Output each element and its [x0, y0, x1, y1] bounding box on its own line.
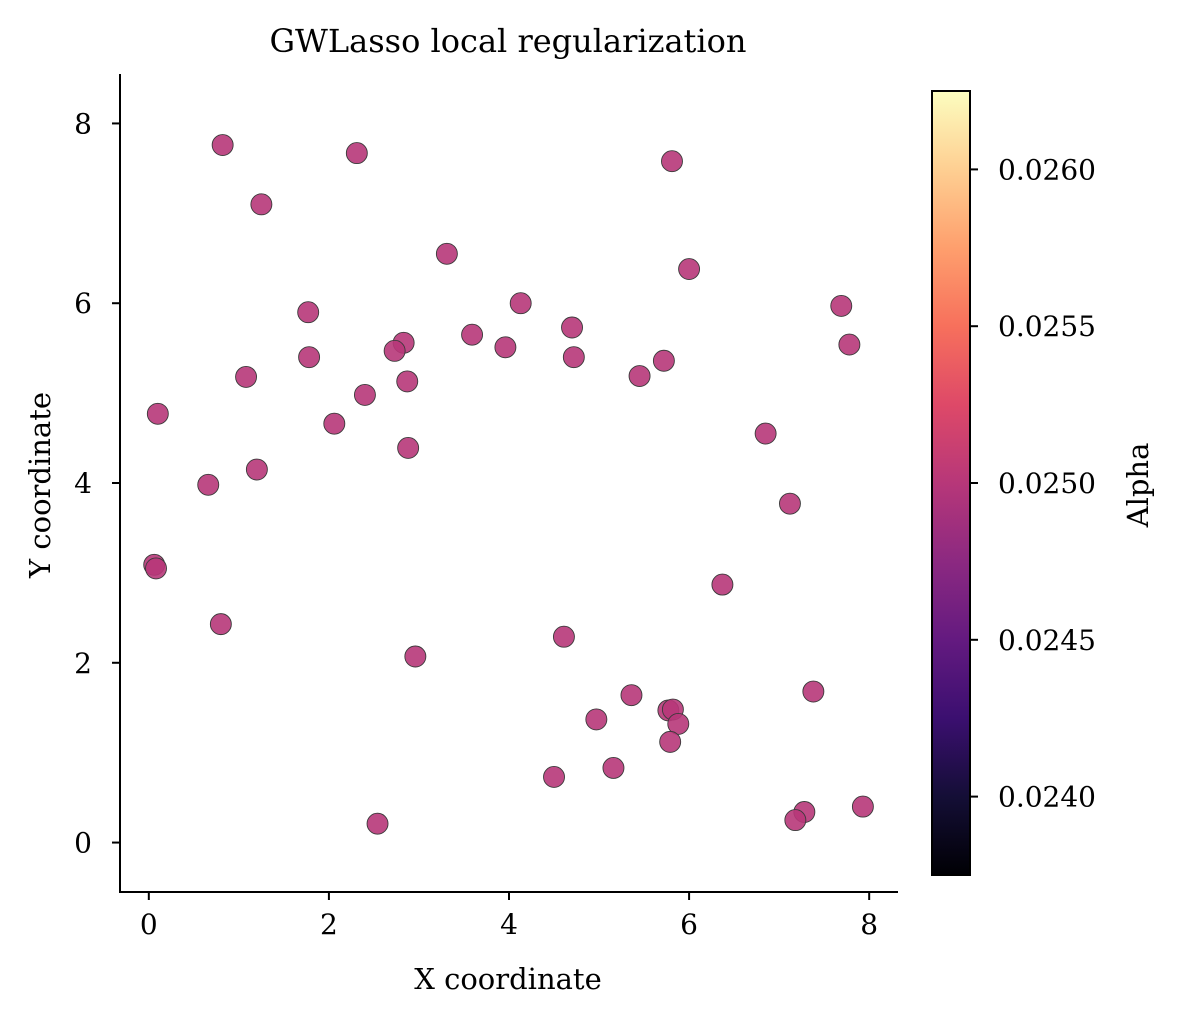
- y-axis-label: Y coordinate: [23, 392, 57, 579]
- data-point: [711, 573, 734, 596]
- data-point: [620, 684, 643, 707]
- data-point: [659, 730, 682, 753]
- colorbar-ticks: 0.0240 0.0245 0.0250 0.0255 0.0260: [970, 153, 1096, 814]
- data-point: [197, 473, 220, 496]
- data-point: [661, 150, 683, 173]
- colorbar: 0.0240 0.0245 0.0250 0.0255 0.0260 Alpha: [931, 90, 1155, 876]
- x-axis-label: X coordinate: [414, 962, 602, 996]
- data-point: [667, 712, 690, 735]
- y-tick-label: 6: [74, 287, 92, 320]
- data-point: [851, 795, 874, 818]
- data-point: [396, 370, 419, 393]
- colorbar-tick-label: 0.0240: [998, 781, 1096, 814]
- data-point: [562, 346, 585, 369]
- y-axis-ticks: 0 2 4 6 8: [74, 107, 120, 860]
- data-point: [602, 757, 625, 779]
- data-point: [802, 680, 825, 703]
- data-point: [830, 294, 853, 317]
- y-tick-label: 2: [74, 647, 92, 680]
- data-point: [494, 336, 517, 359]
- data-point: [585, 708, 608, 731]
- data-point: [145, 557, 167, 580]
- data-point: [345, 142, 368, 165]
- colorbar-tick-label: 0.0255: [998, 310, 1096, 343]
- x-tick-label: 4: [500, 908, 518, 941]
- data-point: [838, 333, 861, 356]
- x-tick-label: 0: [140, 908, 158, 941]
- data-point: [652, 349, 675, 372]
- data-point: [298, 346, 321, 369]
- plot-area: 0 2 4 6 8 0 2 4 6 8: [74, 74, 898, 941]
- data-point: [509, 292, 532, 315]
- data-point: [209, 613, 232, 636]
- colorbar-tick-label: 0.0250: [998, 467, 1096, 500]
- data-point: [211, 134, 234, 156]
- chart-title: GWLasso local regularization: [269, 22, 746, 60]
- data-point: [353, 383, 376, 406]
- x-tick-label: 6: [680, 908, 698, 941]
- y-tick-label: 8: [74, 107, 92, 140]
- data-point: [397, 436, 420, 459]
- data-point: [245, 458, 268, 481]
- x-axis-ticks: 0 2 4 6 8: [140, 892, 878, 941]
- data-point: [323, 412, 346, 435]
- data-point: [297, 301, 320, 324]
- scatter-points: [143, 134, 874, 835]
- data-point: [784, 809, 807, 832]
- data-point: [543, 765, 565, 788]
- data-point: [678, 258, 701, 281]
- data-point: [552, 625, 575, 648]
- colorbar-label: Alpha: [1121, 443, 1155, 529]
- x-tick-label: 8: [860, 908, 878, 941]
- x-tick-label: 2: [320, 908, 338, 941]
- colorbar-gradient: [931, 90, 971, 876]
- data-point: [435, 242, 458, 265]
- data-point: [404, 645, 427, 668]
- y-tick-label: 0: [74, 827, 92, 860]
- data-point: [366, 812, 389, 835]
- data-point: [235, 365, 258, 388]
- data-point: [461, 323, 484, 346]
- data-point: [146, 402, 169, 425]
- colorbar-tick-label: 0.0245: [998, 624, 1096, 657]
- y-tick-label: 4: [74, 467, 92, 500]
- colorbar-tick-label: 0.0260: [998, 153, 1096, 186]
- data-point: [383, 339, 406, 362]
- data-point: [778, 492, 801, 515]
- data-point: [754, 422, 777, 445]
- data-point: [561, 316, 583, 339]
- data-point: [250, 193, 273, 216]
- data-point: [628, 365, 651, 387]
